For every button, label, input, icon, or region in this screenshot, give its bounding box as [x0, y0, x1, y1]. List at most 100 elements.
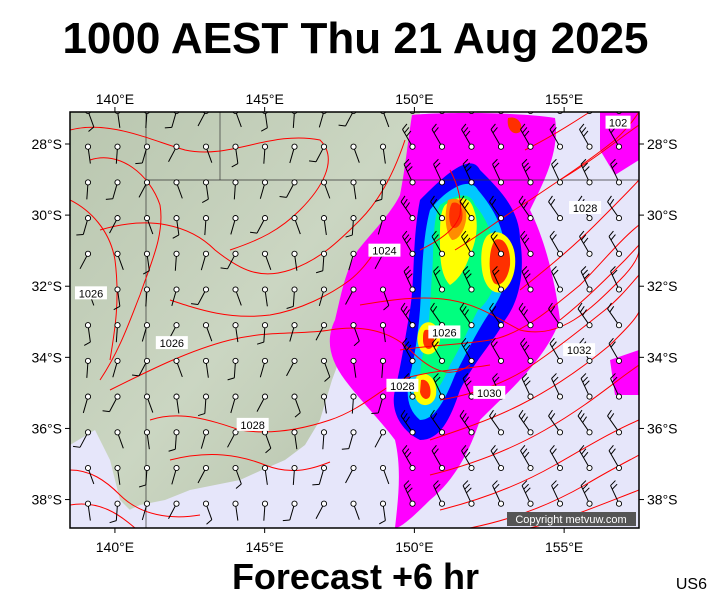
wind-barb	[141, 322, 151, 342]
wind-barb	[521, 480, 534, 507]
lon-tick-label-bottom: 150°E	[395, 539, 433, 555]
wind-barb	[261, 286, 269, 307]
wind-barb	[402, 444, 416, 472]
wind-barb	[143, 429, 151, 450]
wind-barb	[548, 195, 564, 222]
wind-barb	[430, 195, 446, 222]
wind-barb	[114, 250, 124, 270]
wind-barb	[261, 500, 269, 521]
isobar-label: 1026	[428, 325, 461, 339]
wind-barb	[168, 429, 180, 452]
wind-barb	[580, 158, 593, 186]
lon-tick-label-top: 150°E	[395, 91, 433, 107]
wind-barb	[377, 215, 387, 235]
wind-barb	[315, 500, 328, 519]
lat-tick-label-left: 28°S	[31, 136, 62, 152]
wind-barb	[197, 464, 210, 484]
wind-barb	[173, 250, 180, 271]
wind-barb	[114, 429, 124, 449]
wind-barb	[202, 357, 210, 378]
wind-barb	[459, 302, 475, 329]
wind-barb	[320, 179, 331, 199]
wind-barb	[433, 373, 446, 400]
isobar-label: 1030	[473, 385, 506, 400]
wind-barb	[549, 444, 564, 472]
wind-barb	[348, 250, 357, 271]
wind-barb	[320, 215, 328, 236]
wind-barb	[168, 143, 180, 162]
wind-barb	[345, 464, 357, 484]
lon-tick-label-top: 140°E	[96, 91, 134, 107]
isobar-label-text: 1028	[573, 203, 597, 215]
lat-tick-label-left: 36°S	[31, 420, 62, 436]
wind-barb	[379, 322, 387, 343]
wind-barb	[320, 393, 328, 414]
wind-barb	[400, 195, 416, 222]
wind-barb	[579, 230, 593, 257]
isobar-label: 102	[605, 115, 631, 130]
wind-barb	[168, 500, 180, 519]
wind-barb	[548, 409, 564, 436]
isobar-label-text: 1026	[79, 288, 103, 300]
isobar-label-text: 1028	[240, 420, 264, 432]
product-code: US6	[675, 576, 707, 593]
wind-barb	[143, 286, 151, 307]
wind-barb	[521, 373, 534, 400]
wind-barb	[114, 464, 121, 485]
wind-barb	[318, 286, 328, 306]
wind-barb	[462, 266, 475, 293]
wind-barb	[173, 393, 180, 414]
wind-barb	[341, 429, 357, 450]
wind-barb	[345, 286, 357, 305]
wind-barb	[173, 357, 183, 378]
wind-barb	[320, 429, 328, 450]
wind-barb	[577, 302, 593, 329]
lon-tick-label-bottom: 155°E	[545, 539, 583, 555]
wind-barb	[227, 429, 239, 448]
wind-barb	[132, 357, 151, 377]
wind-barb	[430, 409, 446, 436]
wind-barb	[580, 266, 593, 293]
wind-barb	[143, 393, 154, 413]
wind-barb	[527, 112, 534, 115]
wind-barb	[320, 357, 331, 382]
wind-barb	[84, 464, 95, 485]
lat-tick-label-right: 34°S	[647, 349, 678, 365]
wind-barb	[580, 480, 593, 507]
wind-barb	[608, 230, 623, 257]
bass-strait	[70, 405, 405, 528]
map-title: 1000 AEST Thu 21 Aug 2025	[62, 14, 649, 63]
wind-barb	[610, 480, 623, 507]
wind-barb	[608, 444, 623, 472]
wind-barb	[489, 195, 505, 222]
wind-barb	[379, 357, 387, 378]
isobar-label-text: 102	[609, 118, 627, 130]
wind-barb	[227, 357, 239, 381]
wind-barb	[403, 158, 416, 186]
wind-barb	[261, 429, 272, 454]
wind-barb	[315, 250, 328, 274]
isobar-label: 1028	[386, 378, 419, 393]
wind-barb	[315, 322, 328, 341]
wind-barb	[400, 409, 416, 436]
wind-barb	[607, 195, 623, 222]
wind-barb	[261, 250, 272, 270]
wind-barb	[79, 250, 92, 270]
wind-barb	[142, 250, 151, 275]
lon-tick-label-bottom: 140°E	[96, 539, 134, 555]
wind-barb	[231, 143, 239, 168]
wind-barb	[289, 143, 298, 164]
isobar-label-text: 1028	[390, 381, 414, 393]
isobar-labels: 1026 1026 1028 1024 1026 1028 1030 1032 1028 102	[74, 115, 631, 432]
wind-barb	[551, 373, 564, 400]
wind-barb	[548, 302, 564, 329]
wind-barb	[492, 266, 505, 293]
wind-barb	[200, 250, 210, 271]
isobar-label-text: 1024	[372, 246, 396, 258]
isobar-label-text: 1026	[432, 327, 456, 339]
wind-barb	[202, 215, 210, 236]
wind-barb	[462, 480, 475, 507]
wind-barb	[84, 500, 92, 521]
wind-barb	[489, 302, 505, 329]
lon-tick-label-top: 155°E	[545, 91, 583, 107]
